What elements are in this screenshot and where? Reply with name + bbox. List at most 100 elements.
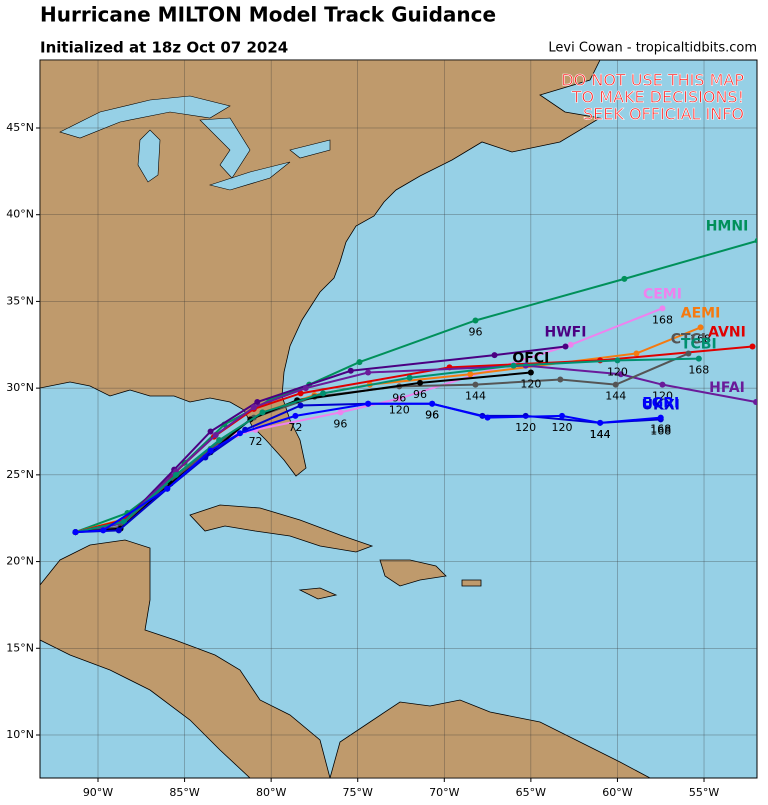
track-point (557, 376, 564, 383)
warning-line: TO MAKE DECISIONS! (571, 88, 744, 107)
hour-label: 144 (590, 428, 611, 441)
track-point (347, 367, 354, 374)
track-point (120, 518, 127, 525)
track-point (236, 430, 243, 437)
track-point (250, 404, 257, 411)
y-tick-label: 20°N (6, 555, 34, 568)
model-label: UKXI (642, 397, 680, 413)
model-label: HMNI (706, 219, 749, 235)
chart-subtitle: Initialized at 18z Oct 07 2024 (40, 39, 288, 57)
hour-label: 120 (389, 404, 410, 417)
track-point (617, 371, 624, 378)
track-point (657, 414, 664, 421)
hour-label: 144 (465, 390, 486, 403)
track-point (365, 400, 372, 407)
x-tick-label: 75°W (343, 786, 373, 799)
track-point (115, 527, 122, 534)
hour-label: 72 (249, 435, 263, 448)
track-point (320, 390, 327, 397)
model-label: TCBI (681, 337, 717, 353)
model-label: EGRI (642, 396, 679, 412)
y-tick-label: 30°N (6, 381, 34, 394)
model-label: CEMI (643, 286, 682, 302)
track-point (612, 381, 619, 388)
track-point (695, 355, 702, 362)
hispaniola (379, 559, 447, 587)
track-point (559, 412, 566, 419)
great-lakes (59, 95, 331, 191)
hour-label: 120 (520, 378, 541, 391)
track-point (365, 369, 372, 376)
hour-label: 96 (468, 325, 482, 338)
hour-label: 144 (590, 428, 611, 441)
x-tick-label: 80°W (256, 786, 286, 799)
x-tick-label: 70°W (429, 786, 459, 799)
track-point (164, 485, 171, 492)
model-label: OFCI (512, 351, 549, 367)
hour-label: 96 (425, 409, 439, 422)
track-point (417, 379, 424, 386)
y-tick-label: 10°N (6, 728, 34, 741)
hour-label: 168 (652, 313, 673, 326)
puerto-rico (461, 579, 482, 587)
hour-label: 72 (288, 421, 302, 434)
track-line (75, 402, 661, 534)
y-tick-label: 25°N (6, 468, 34, 481)
track-point (100, 527, 107, 534)
model-label: AEMI (681, 305, 721, 321)
hour-label: 96 (333, 417, 347, 430)
hour-label: 168 (688, 364, 709, 377)
hour-label: 120 (552, 421, 573, 434)
hour-label: 120 (515, 421, 536, 434)
track-point (337, 409, 344, 416)
track-point (659, 305, 666, 312)
track-point (472, 317, 479, 324)
y-tick-label: 35°N (6, 294, 34, 307)
track-point (562, 343, 569, 350)
jamaica (298, 587, 338, 600)
credit: Levi Cowan - tropicaltidbits.com (548, 41, 757, 56)
south-america (329, 699, 651, 778)
track-point (396, 395, 403, 402)
track-point (484, 414, 491, 421)
land-layer (40, 60, 651, 778)
x-tick-label: 65°W (516, 786, 546, 799)
hour-label: 96 (392, 391, 406, 404)
track-point (72, 529, 79, 536)
track-point (527, 369, 534, 376)
track-point (356, 359, 363, 366)
track-point (754, 237, 757, 244)
track-point (297, 402, 304, 409)
track-point (685, 350, 692, 357)
track-point (302, 385, 309, 392)
track-point (254, 399, 261, 406)
x-tick-label: 90°W (83, 786, 113, 799)
track-point (697, 324, 704, 331)
track-point (207, 428, 214, 435)
track-line (75, 357, 699, 534)
track-point (491, 352, 498, 359)
track-point (292, 412, 299, 419)
hour-label: 96 (413, 388, 427, 401)
y-tick-label: 15°N (6, 641, 34, 654)
track-point (567, 341, 574, 348)
chart-title: Hurricane MILTON Model Track Guidance (40, 3, 496, 27)
model-label: AVNI (708, 325, 746, 341)
model-label: HWFI (545, 325, 587, 341)
model-label: HFAI (709, 380, 745, 396)
track-point (614, 357, 621, 364)
track-point (510, 362, 517, 369)
grid-layer: 90°W 85°W 80°W 75°W 70°W 65°W 60°W 55°W 10°N 15°N… (6, 60, 757, 799)
hour-label: 96 (425, 409, 439, 422)
hour-label: 120 (607, 365, 628, 378)
warning-line: DO NOT USE THIS MAP (561, 71, 744, 90)
track-point (752, 399, 757, 406)
track-point (467, 371, 474, 378)
track-point (212, 431, 219, 438)
track-point (659, 381, 666, 388)
warning-line: SEEK OFFICIAL INFO (583, 105, 744, 124)
model-label: CTCI (671, 331, 706, 347)
x-tick-label: 85°W (169, 786, 199, 799)
